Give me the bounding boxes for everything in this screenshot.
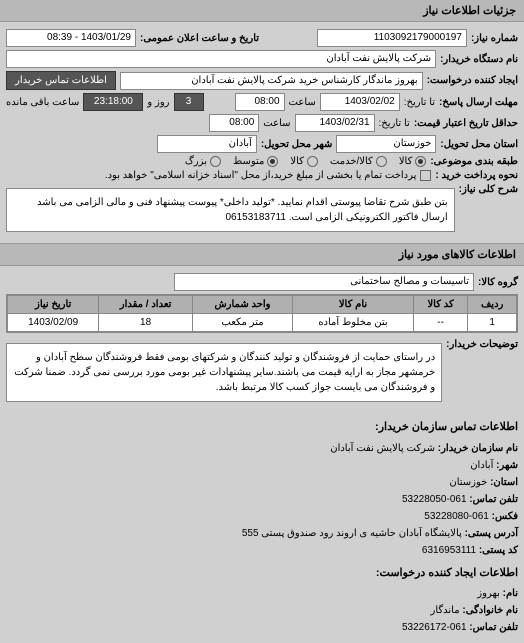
radio-service[interactable] — [376, 156, 387, 167]
contact-province-value: خوزستان — [449, 477, 487, 488]
radio-large[interactable] — [210, 156, 221, 167]
deadline-hour: 08:00 — [235, 93, 285, 111]
radio-small[interactable] — [307, 156, 318, 167]
col-date: تاریخ نیاز — [7, 295, 99, 314]
cell-row: 1 — [468, 314, 517, 333]
creator-label: ایجاد کننده درخواست: — [427, 75, 518, 86]
group-value: تاسیسات و مصالح ساختمانی — [174, 273, 474, 291]
payment-checkbox[interactable] — [420, 170, 431, 181]
col-qty: تعداد / مقدار — [99, 295, 193, 314]
validity-hour-label2: ساعت — [263, 118, 290, 129]
contact-city-value: آبادان — [470, 460, 493, 471]
radio-kala-label: کالا — [399, 156, 413, 167]
fax-label: فکس: — [492, 511, 518, 522]
buyer-device-value: شرکت پالایش نفت آبادان — [6, 50, 436, 68]
org-label: نام سازمان خریدار: — [438, 443, 518, 454]
city-label: شهر محل تحویل: — [261, 139, 333, 150]
org-value: شرکت پالایش نفت آبادان — [330, 443, 435, 454]
goods-section: گروه کالا: تاسیسات و مصالح ساختمانی ردیف… — [0, 266, 524, 413]
contact-info-button[interactable]: اطلاعات تماس خریدار — [6, 71, 116, 90]
name-label: نام: — [503, 588, 518, 599]
description-text: بتن طبق شرح تقاضا پیوستی اقدام نمایید. *… — [6, 188, 455, 232]
family-value: ماندگار — [431, 605, 460, 616]
validity-date: 1403/02/31 — [295, 114, 375, 132]
validity-hour: 08:00 — [209, 114, 259, 132]
payment-label: نحوه پرداخت خرید : — [435, 170, 518, 181]
request-number-value: 1103092179000197 — [317, 29, 467, 47]
goods-table: ردیف کد کالا نام کالا واحد شمارش تعداد /… — [6, 294, 518, 333]
validity-label: حداقل تاریخ اعتبار قیمت: — [414, 118, 518, 129]
creator-phone-label: تلفن تماس: — [469, 622, 518, 633]
contact-title: اطلاعات تماس سازمان خریدار: — [6, 419, 518, 437]
deadline-label: مهلت ارسال پاسخ: — [439, 97, 518, 108]
contact-city-label: شهر: — [496, 460, 518, 471]
announce-date-value: 1403/01/29 - 08:39 — [6, 29, 136, 47]
radio-small-label: کالا — [290, 156, 304, 167]
creator-value: بهروز ماندگار کارشناس خرید شرکت پالایش ن… — [120, 72, 423, 90]
province-label: استان محل تحویل: — [440, 139, 518, 150]
notes-text: در راستای حمایت از فروشندگان و تولید کنن… — [6, 343, 442, 402]
postal-label: کد پستی: — [479, 545, 518, 556]
tab-title: جزئیات اطلاعات نیاز — [423, 5, 516, 17]
address-label: آدرس پستی: — [465, 528, 518, 539]
cell-name: بتن مخلوط آماده — [293, 314, 414, 333]
cell-qty: 18 — [99, 314, 193, 333]
family-label: نام خانوادگی: — [462, 605, 518, 616]
remaining-time: 23:18:00 — [83, 93, 143, 111]
radio-medium-label: متوسط — [233, 156, 264, 167]
creator-info-title: اطلاعات ایجاد کننده درخواست: — [6, 565, 518, 583]
contact-province-label: استان: — [490, 477, 518, 488]
col-name: نام کالا — [293, 295, 414, 314]
remaining-time-label: ساعت باقی مانده — [6, 97, 79, 108]
col-code: کد کالا — [413, 295, 467, 314]
validity-to-label: تا تاریخ: — [379, 118, 410, 129]
cell-unit: متر مکعب — [192, 314, 292, 333]
radio-medium[interactable] — [267, 156, 278, 167]
radio-kala[interactable] — [415, 156, 426, 167]
remaining-days-label: روز و — [147, 97, 169, 108]
fax-value: 061-53228080 — [424, 511, 489, 522]
cell-date: 1403/02/09 — [7, 314, 99, 333]
budget-radio-group: کالا کالا/خدمت کالا متوسط بزرگ — [185, 156, 426, 167]
city-value: آبادان — [157, 135, 257, 153]
name-value: بهروز — [477, 588, 500, 599]
buyer-device-label: نام دستگاه خریدار: — [440, 54, 518, 65]
request-number-label: شماره نیاز: — [471, 33, 518, 44]
announce-date-label: تاریخ و ساعت اعلان عمومی: — [140, 33, 259, 44]
deadline-to-label: تا تاریخ: — [404, 97, 435, 108]
contact-info-block: اطلاعات تماس سازمان خریدار: نام سازمان خ… — [0, 413, 524, 643]
goods-section-title: اطلاعات کالاهای مورد نیاز — [0, 243, 524, 266]
description-label: شرح کلی نیاز: — [459, 184, 518, 195]
payment-text: پرداخت تمام یا بخشی از مبلغ خرید،از محل … — [105, 170, 417, 181]
header-section: شماره نیاز: 1103092179000197 تاریخ و ساع… — [0, 22, 524, 243]
deadline-hour-label: ساعت — [289, 97, 316, 108]
budget-label: طبقه بندی موضوعی: — [430, 156, 518, 167]
col-row: ردیف — [468, 295, 517, 314]
deadline-date: 1403/02/02 — [320, 93, 400, 111]
tab-header: جزئیات اطلاعات نیاز — [0, 0, 524, 22]
table-row: 1 -- بتن مخلوط آماده متر مکعب 18 1403/02… — [7, 314, 517, 333]
remaining-days: 3 — [174, 93, 204, 111]
address-value: پالایشگاه آبادان حاشیه ی اروند رود صندوق… — [242, 528, 462, 539]
creator-phone-value: 061-53226172 — [402, 622, 467, 633]
postal-value: 6316953111 — [422, 545, 476, 556]
cell-code: -- — [413, 314, 467, 333]
radio-large-label: بزرگ — [185, 156, 207, 167]
province-value: خوزستان — [336, 135, 436, 153]
col-unit: واحد شمارش — [192, 295, 292, 314]
radio-service-label: کالا/خدمت — [330, 156, 373, 167]
phone-value: 061-53228050 — [402, 494, 467, 505]
phone-label: تلفن تماس: — [469, 494, 518, 505]
group-label: گروه کالا: — [478, 277, 518, 288]
notes-label: توضیحات خریدار: — [446, 339, 518, 350]
